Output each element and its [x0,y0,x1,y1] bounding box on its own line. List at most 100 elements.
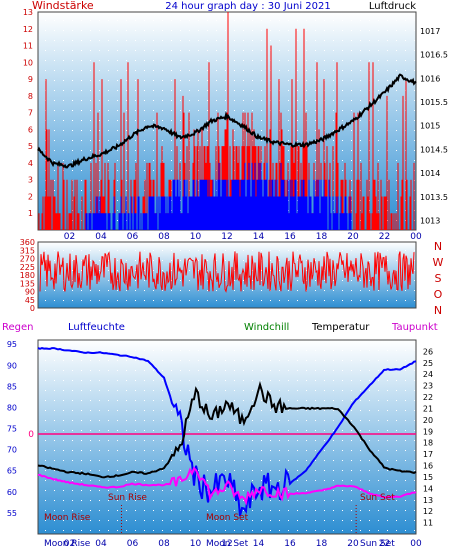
direction-tick-label: 0 [30,304,35,313]
wind-tick-label: 7 [28,109,33,118]
x-tick-label: 16 [284,539,296,549]
wind-tick-label: 2 [28,192,33,201]
x-tick-label: 06 [127,232,139,242]
windchill-label: Windchill [244,322,289,333]
pressure-tick-label: 1017 [420,27,440,36]
temperature-tick-label: 18 [423,439,433,448]
pressure-tick-label: 1013.5 [420,193,448,202]
x-tick-label: 04 [95,232,107,242]
direction-tick-label: 180 [20,271,35,280]
direction-tick-label: 225 [20,263,35,272]
temperature-tick-label: 12 [423,507,433,516]
wind-tick-label: 6 [28,125,33,134]
temperature-tick-label: 24 [423,370,433,379]
temperatur-label: Temperatur [311,322,370,333]
x-tick-label: 22 [379,232,390,242]
x-tick-label: 14 [253,539,265,549]
humidity-tick-label: 75 [7,425,17,434]
dewpoint-line [37,466,417,506]
sun-set-label: Sun Set [360,493,395,503]
humidity-tick-label: 65 [7,467,17,476]
temperature-tick-label: 17 [423,450,433,459]
pressure-line [37,73,417,169]
x-tick-label: 18 [316,232,328,242]
direction-tick-label: 315 [20,246,35,255]
x-tick-label: 02 [64,232,75,242]
x-tick-label: 06 [127,539,139,549]
temperature-line [37,381,417,479]
pressure-tick-label: 1016 [420,74,440,83]
humidity-tick-label: 95 [7,340,17,349]
moon-rise-bottom-label: Moon Rise [44,539,91,549]
pressure-tick-label: 1014.5 [420,145,448,154]
wind-tick-label: 9 [28,75,33,84]
compass-w: W [433,256,444,269]
x-tick-label: 10 [190,232,202,242]
pressure-tick-label: 1013 [420,217,440,226]
x-tick-label: 14 [253,232,265,242]
compass-n-bottom: N [434,304,442,317]
luftfeuchte-label: Luftfeuchte [68,322,125,333]
sun-set-bottom-label: Sun Set [360,539,395,549]
x-tick-label: 20 [347,539,359,549]
compass-o: O [434,288,443,301]
moon-rise-label: Moon Rise [44,513,91,523]
temperature-tick-label: 25 [423,359,433,368]
x-tick-label: 08 [158,232,170,242]
x-tick-label: 02 [64,539,75,549]
x-tick-label: 12 [221,232,232,242]
x-tick-label: 18 [316,539,328,549]
x-tick-label: 04 [95,539,107,549]
x-tick-label: 20 [347,232,359,242]
compass-s: S [435,272,442,285]
x-tick-label: 00 [410,232,422,242]
humidity-tick-label: 55 [7,509,17,518]
humidity-line [37,347,417,517]
pressure-tick-label: 1016.5 [420,51,448,60]
wind-tick-label: 3 [28,176,33,185]
wind-tick-label: 13 [23,8,33,17]
direction-tick-label: 90 [25,288,35,297]
regen-label: Regen [2,322,34,333]
temperature-tick-label: 14 [423,484,433,493]
humidity-tick-label: 80 [7,403,17,412]
x-tick-label: 08 [158,539,170,549]
freeze-line-label: 0 [28,430,34,440]
pressure-tick-label: 1015.5 [420,98,448,107]
humidity-tick-label: 70 [7,446,17,455]
temperature-tick-label: 21 [423,404,433,413]
luftdruck-label: Luftdruck [369,1,416,12]
temperature-tick-label: 26 [423,347,433,356]
humidity-tick-label: 85 [7,382,17,391]
x-tick-label: 12 [221,539,232,549]
temperature-tick-label: 20 [423,416,433,425]
temperature-tick-label: 13 [423,496,433,505]
chart-title: 24 hour graph day : 30 Juni 2021 [165,1,331,12]
wind-tick-label: 5 [28,142,33,151]
temperature-tick-label: 11 [423,519,433,528]
x-tick-label: 10 [190,539,202,549]
wind-tick-label: 10 [23,58,33,67]
pressure-tick-label: 1015 [420,122,440,131]
pressure-tick-label: 1014 [420,169,440,178]
temperature-tick-label: 22 [423,393,433,402]
temperature-tick-label: 16 [423,462,433,471]
sun-rise-label: Sun Rise [108,493,147,503]
temperature-tick-label: 19 [423,427,433,436]
temperature-tick-label: 23 [423,382,433,391]
wind-tick-label: 12 [23,25,33,34]
humidity-tick-label: 60 [7,488,17,497]
moon-set-bottom-label: Moon Set [206,539,249,549]
direction-tick-label: 135 [20,279,35,288]
humidity-tick-label: 90 [7,361,17,370]
x-tick-label: 22 [379,539,390,549]
wind-tick-label: 1 [28,209,33,218]
windstaerke-label: Windstärke [32,0,94,12]
x-tick-label: 16 [284,232,296,242]
x-tick-label: 00 [410,539,422,549]
compass-n-top: N [434,240,442,253]
moon-set-label: Moon Set [206,513,249,523]
wind-direction-line [39,251,415,293]
direction-tick-label: 360 [20,238,35,247]
